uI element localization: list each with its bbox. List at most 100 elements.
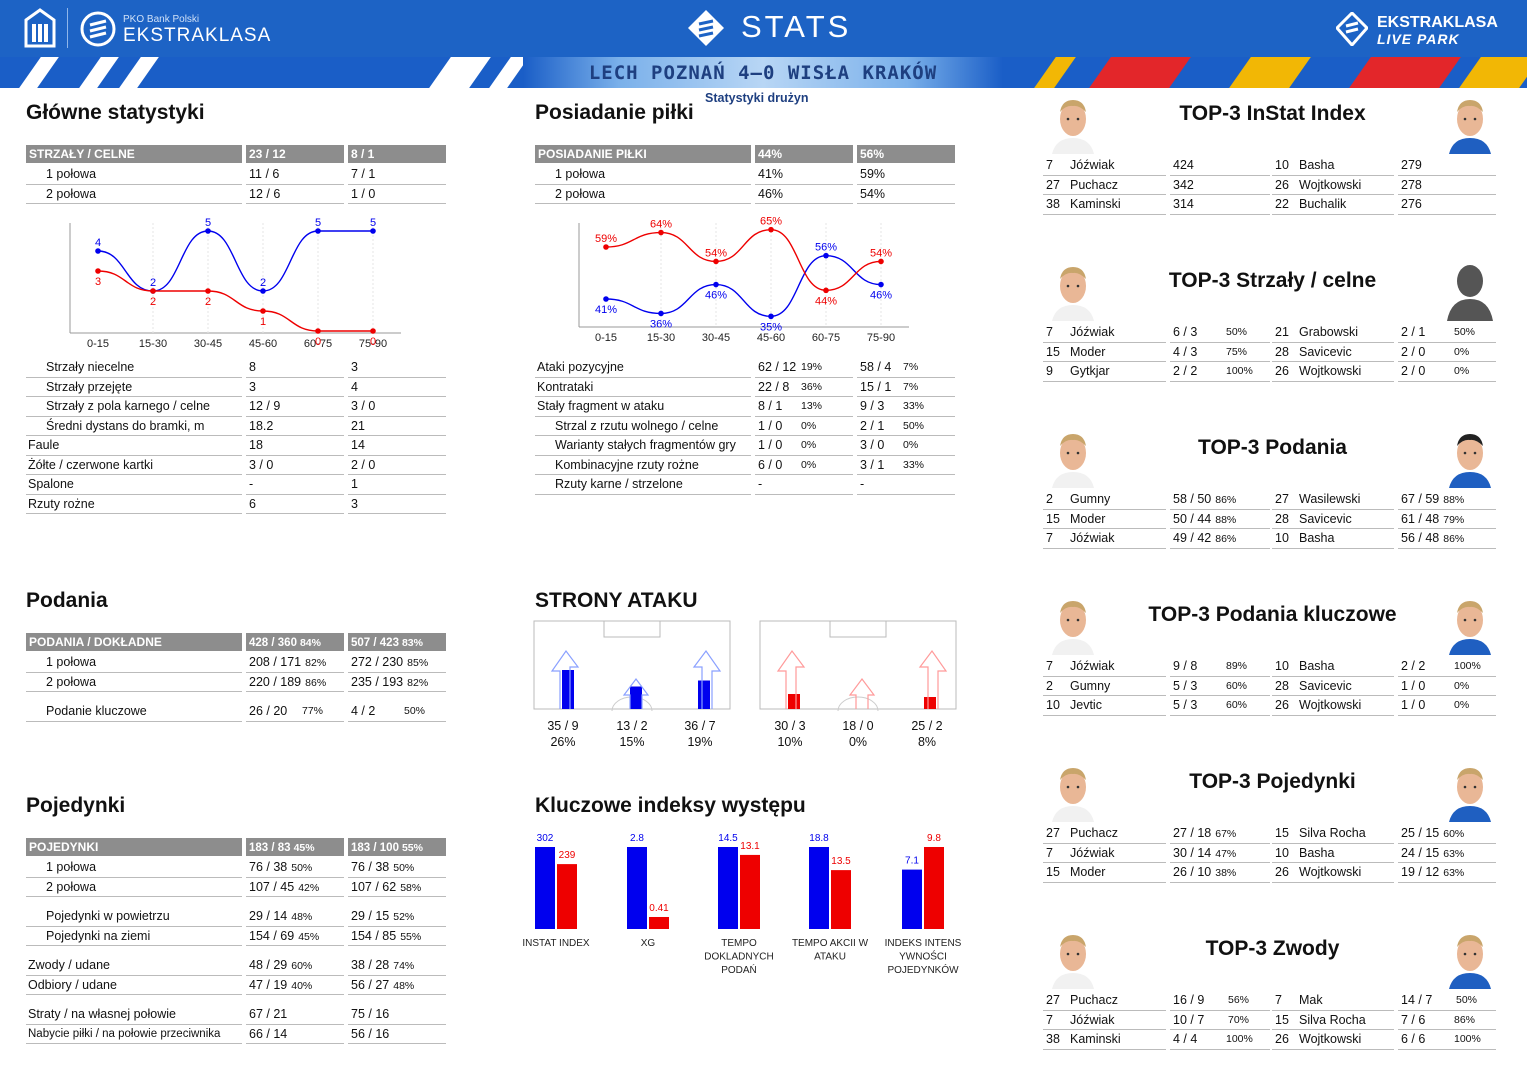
player-stat-value: 2 / 2 (1401, 659, 1426, 673)
center-circle (837, 696, 879, 712)
player-stat-percent: 38% (1215, 867, 1237, 879)
cell-value: 9 / 3 (860, 399, 885, 413)
cell-value: 29 / 14 (249, 909, 288, 923)
attack-arrow (692, 649, 722, 709)
player-number: 10 (1275, 158, 1289, 172)
top-panel-title: TOP-3 Podania (1198, 436, 1347, 459)
top-panel-title: TOP-3 InStat Index (1179, 102, 1366, 125)
cell-percent: 0% (903, 439, 919, 451)
cell-percent: 55% (400, 930, 422, 943)
kpi-bar-away (740, 854, 760, 929)
table-cell: 1 / 0 0% (755, 417, 853, 436)
player-stat-value: 61 / 48 (1401, 511, 1440, 526)
table-cell: 9 / 3 33% (857, 397, 955, 417)
table-cell: Zwody / udane (26, 956, 242, 976)
player-stat-percent: 100% (1226, 1033, 1253, 1045)
player-name: Moder (1070, 344, 1106, 359)
x-tick-label: 30-45 (702, 332, 730, 344)
cell-percent: 50% (404, 705, 426, 717)
kpi-bar-home (627, 847, 647, 929)
player-stat-cell: 1 / 0 0% (1398, 677, 1496, 696)
table-cell: 272 / 230 85% (348, 653, 446, 673)
page-subtitle: Statystyki drużyn (705, 91, 809, 105)
match-title-box: LECH POZNAŃ 4–0 WISŁA KRAKÓW (523, 57, 1003, 88)
attack-percent-label: 26% (550, 735, 576, 749)
player-avatar-icon (1048, 593, 1098, 655)
data-label: 3 (95, 276, 101, 288)
player-stat-value: 5 / 3 (1173, 698, 1198, 712)
player-name-cell: 26 Wojtkowski (1272, 863, 1394, 883)
player-stat-percent: 60% (1226, 679, 1248, 692)
table-cell: 2 / 1 50% (857, 417, 955, 436)
player-avatar-icon (1048, 927, 1098, 989)
player-name-cell: 21 Grabowski (1272, 323, 1394, 343)
cell-value: 67 / 21 (249, 1007, 288, 1021)
player-stat-cell: 278 (1398, 176, 1496, 195)
data-point (878, 258, 884, 265)
table-cell: 235 / 193 82% (348, 673, 446, 692)
data-label: 54% (705, 247, 727, 259)
cell-percent: 86% (305, 676, 327, 689)
kpi-value-away: 9.8 (927, 833, 941, 844)
player-stat-cell: 16 / 9 56% (1170, 991, 1270, 1011)
player-avatar-icon (1048, 92, 1098, 154)
cell-percent: 50% (291, 862, 313, 874)
table-cell: 56 / 16 (348, 1025, 446, 1044)
table-cell: 26 / 20 77% (246, 702, 344, 722)
data-point (260, 288, 266, 294)
player-stat-percent: 86% (1215, 494, 1237, 506)
player-number: 22 (1275, 197, 1289, 211)
data-point (713, 281, 719, 288)
table-cell: 59% (857, 165, 955, 185)
player-name: Puchacz (1070, 993, 1118, 1007)
player-number: 26 (1275, 1032, 1289, 1046)
cell-value: 8 / 1 (758, 399, 783, 413)
table-cell: 8 (246, 358, 344, 378)
kpi-value-home: 7.1 (905, 856, 919, 867)
player-number: 27 (1275, 492, 1289, 506)
player-name-cell: 15 Silva Rocha (1272, 824, 1394, 844)
table-cell: 6 / 0 0% (755, 456, 853, 475)
table-cell: 22 / 8 36% (755, 378, 853, 397)
player-stat-cell: 27 / 18 67% (1170, 824, 1270, 844)
table-cell: Spalone (26, 475, 242, 495)
brand-small-text: PKO Bank Polski (123, 14, 200, 25)
player-name-cell: 10 Basha (1272, 657, 1394, 677)
table-header-cell: 44% (755, 145, 853, 163)
player-name: Moder (1070, 511, 1106, 526)
table-cell: Ataki pozycyjne (535, 358, 751, 378)
table-cell: 107 / 45 42% (246, 878, 344, 897)
player-number: 7 (1046, 1012, 1053, 1027)
table-cell: Żółte / czerwone kartki (26, 456, 242, 475)
x-tick-label: 45-60 (249, 338, 277, 350)
attack-arrow (622, 678, 650, 709)
cell-value: 47 / 19 (249, 977, 288, 992)
player-number: 15 (1046, 344, 1060, 359)
player-stat-value: 19 / 12 (1401, 865, 1440, 879)
player-name: Buchalik (1299, 197, 1347, 211)
kpi-category-label: XG (641, 938, 656, 949)
attack-bar (630, 686, 642, 709)
cell-value: - (758, 477, 763, 491)
player-name-cell: 10 Basha (1272, 156, 1394, 176)
data-label: 2 (205, 296, 211, 308)
player-stat-value: 24 / 15 (1401, 845, 1440, 860)
top-panel-title: TOP-3 Zwody (1205, 937, 1340, 960)
top-panel-title: TOP-3 Podania kluczowe (1148, 603, 1397, 626)
player-number: 26 (1275, 698, 1289, 712)
table-cell: 8 / 1 13% (755, 397, 853, 417)
player-name: Jóźwiak (1070, 531, 1115, 545)
player-name-cell: 10 Basha (1272, 529, 1394, 549)
data-label: 5 (205, 217, 211, 229)
table-cell: 1 połowa (535, 165, 751, 185)
player-number: 7 (1046, 845, 1053, 860)
table-cell: 12 / 9 (246, 397, 344, 417)
cell-value: 3 / 1 (860, 457, 885, 472)
player-stat-percent: 60% (1443, 828, 1465, 840)
cell-percent: 60% (291, 960, 313, 972)
player-name: Gytkjar (1070, 364, 1110, 378)
player-stat-cell: 30 / 14 47% (1170, 844, 1270, 863)
data-label: 2 (150, 277, 156, 289)
data-point (658, 310, 664, 317)
table-cell: 75 / 16 (348, 1005, 446, 1025)
